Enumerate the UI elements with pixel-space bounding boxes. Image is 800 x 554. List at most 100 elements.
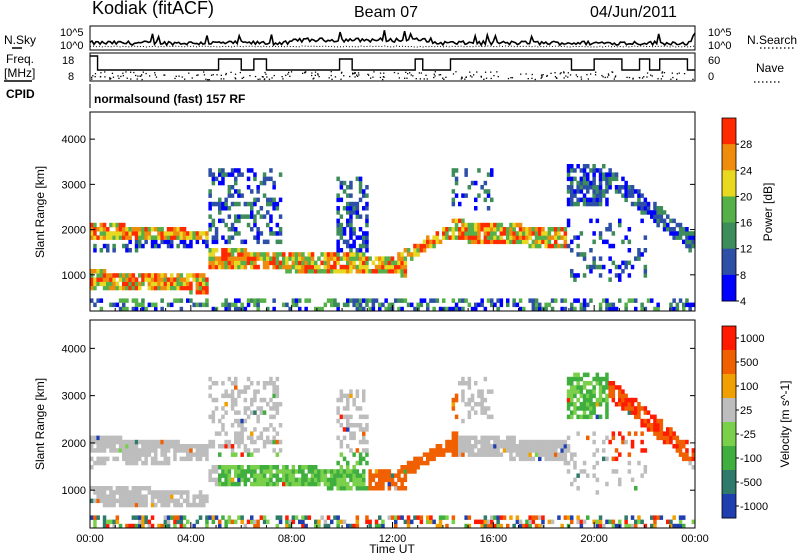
heatmap-cell xyxy=(499,302,504,308)
heatmap-cell xyxy=(566,381,571,386)
heatmap-cell xyxy=(262,385,267,390)
heatmap-cell xyxy=(339,465,344,470)
heatmap-cell xyxy=(301,260,305,266)
heatmap-cell xyxy=(547,439,552,445)
heatmap-cell xyxy=(486,239,491,245)
heatmap-cell xyxy=(570,193,574,198)
nave-dot xyxy=(484,71,487,73)
heatmap-cell xyxy=(173,448,177,453)
nave-dot xyxy=(497,76,499,78)
nave-dot xyxy=(234,73,237,75)
heatmap-cell xyxy=(170,439,174,445)
nave-dot xyxy=(142,71,144,73)
heatmap-cell xyxy=(147,439,152,445)
heatmap-cell xyxy=(464,235,468,240)
heatmap-cell xyxy=(256,210,260,215)
heatmap-cell xyxy=(602,439,606,445)
heatmap-cell xyxy=(512,523,516,529)
heatmap-cell xyxy=(534,515,539,520)
heatmap-cell xyxy=(246,519,251,525)
heatmap-cell xyxy=(614,523,619,529)
heatmap-cell xyxy=(512,456,516,462)
heatmap-cell xyxy=(678,519,683,525)
heatmap-cell xyxy=(163,239,168,245)
heatmap-cell xyxy=(237,423,241,428)
heatmap-cell xyxy=(496,448,500,453)
heatmap-cell xyxy=(464,168,468,173)
heatmap-cell xyxy=(397,256,401,261)
heatmap-cell xyxy=(202,273,206,278)
heatmap-cell xyxy=(410,256,414,261)
heatmap-cell xyxy=(570,410,574,415)
heatmap-cell xyxy=(310,252,315,257)
heatmap-cell xyxy=(598,235,603,240)
heatmap-cell xyxy=(384,469,388,474)
heatmap-cell xyxy=(611,523,616,529)
heatmap-cell xyxy=(614,385,619,390)
heatmap-cell xyxy=(227,235,232,240)
heatmap-cell xyxy=(186,235,190,240)
heatmap-cell xyxy=(534,444,539,449)
heatmap-cell xyxy=(205,519,209,525)
heatmap-cell xyxy=(272,389,276,394)
noise-tick-left-top: 10^5 xyxy=(60,27,84,39)
heatmap-cell xyxy=(643,201,648,207)
heatmap-cell xyxy=(122,277,126,282)
heatmap-cell xyxy=(643,448,648,453)
heatmap-cell xyxy=(381,269,385,274)
heatmap-cell xyxy=(634,486,638,491)
heatmap-cell xyxy=(112,490,116,495)
heatmap-cell xyxy=(422,248,427,253)
heatmap-cell xyxy=(426,519,430,525)
heatmap-cell xyxy=(339,235,344,240)
heatmap-cell xyxy=(243,469,248,474)
heatmap-cell xyxy=(499,227,504,232)
heatmap-cell xyxy=(602,164,606,169)
heatmap-cell xyxy=(499,444,504,449)
heatmap-cell xyxy=(605,519,609,525)
heatmap-cell xyxy=(224,197,228,203)
heatmap-cell xyxy=(640,306,644,312)
heatmap-cell xyxy=(378,264,382,270)
heatmap-cell xyxy=(576,252,580,257)
heatmap-cell xyxy=(227,193,232,198)
heatmap-cell xyxy=(237,481,241,487)
heatmap-cell xyxy=(672,218,676,224)
heatmap-cell xyxy=(115,490,120,495)
heatmap-cell xyxy=(218,431,222,436)
heatmap-cell xyxy=(234,418,238,424)
heatmap-cell xyxy=(320,477,324,483)
heatmap-cell xyxy=(557,439,561,445)
heatmap-cell xyxy=(144,273,148,278)
heatmap-cell xyxy=(278,214,283,219)
heatmap-cell xyxy=(525,448,529,453)
heatmap-cell xyxy=(256,235,260,240)
heatmap-cell xyxy=(291,256,296,261)
heatmap-cell xyxy=(554,235,558,240)
heatmap-cell xyxy=(214,176,219,182)
heatmap-cell xyxy=(160,444,164,449)
heatmap-cell xyxy=(406,519,411,525)
heatmap-cell xyxy=(342,414,347,420)
heatmap-cell xyxy=(336,477,340,483)
heatmap-cell xyxy=(416,302,420,308)
heatmap-cell xyxy=(576,515,580,520)
heatmap-cell xyxy=(118,222,123,228)
heatmap-cell xyxy=(266,481,270,487)
heatmap-cell xyxy=(112,494,116,499)
nave-dot xyxy=(626,76,628,78)
heatmap-cell xyxy=(163,456,168,462)
heatmap-cell xyxy=(579,252,584,257)
heatmap-cell xyxy=(560,452,564,457)
heatmap-cell xyxy=(250,206,254,211)
heatmap-cell xyxy=(474,222,478,228)
heatmap-cell xyxy=(339,469,344,474)
heatmap-cell xyxy=(202,302,206,308)
nave-label: Nave xyxy=(756,61,784,75)
heatmap-cell xyxy=(253,235,257,240)
heatmap-cell xyxy=(96,277,100,282)
heatmap-cell xyxy=(630,193,635,198)
heatmap-cell xyxy=(102,281,107,287)
heatmap-cell xyxy=(272,185,276,190)
